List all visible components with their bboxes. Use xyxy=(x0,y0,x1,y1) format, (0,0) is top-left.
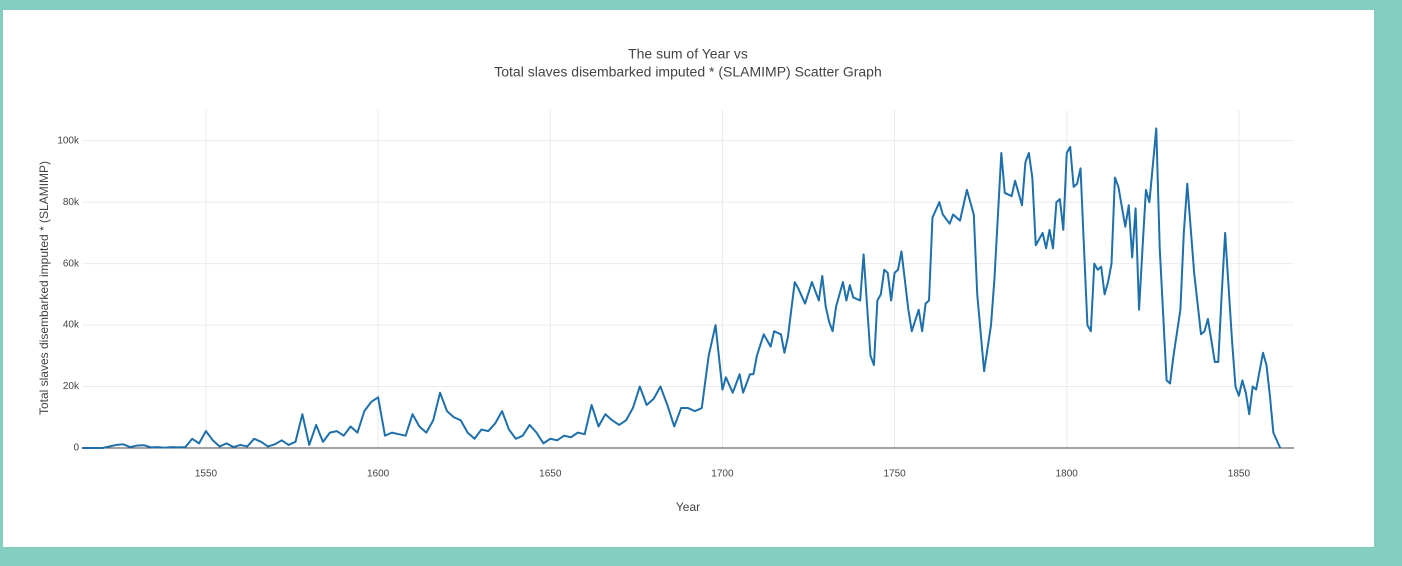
y-tick-label: 100k xyxy=(57,135,80,146)
y-tick-label: 20k xyxy=(63,381,80,392)
x-tick-label: 1850 xyxy=(1228,469,1251,480)
data-line xyxy=(82,127,1282,449)
chart-title: Total slaves disembarked imputed * (SLAM… xyxy=(494,64,882,80)
y-tick-label: 60k xyxy=(63,258,80,269)
x-axis-title: Year xyxy=(676,500,700,514)
x-tick-label: 1800 xyxy=(1056,469,1079,480)
x-tick-label: 1700 xyxy=(711,469,734,480)
y-tick-label: 40k xyxy=(63,320,80,331)
y-tick-label: 0 xyxy=(73,443,79,454)
panel xyxy=(3,10,1374,547)
chart-title: The sum of Year vs xyxy=(628,46,748,62)
x-tick-label: 1650 xyxy=(539,469,562,480)
x-tick-label: 1550 xyxy=(195,469,218,480)
y-tick-label: 80k xyxy=(63,197,80,208)
x-tick-label: 1600 xyxy=(367,469,390,480)
y-axis-title: Total slaves disembarked imputed * (SLAM… xyxy=(37,161,51,415)
x-tick-label: 1750 xyxy=(883,469,906,480)
